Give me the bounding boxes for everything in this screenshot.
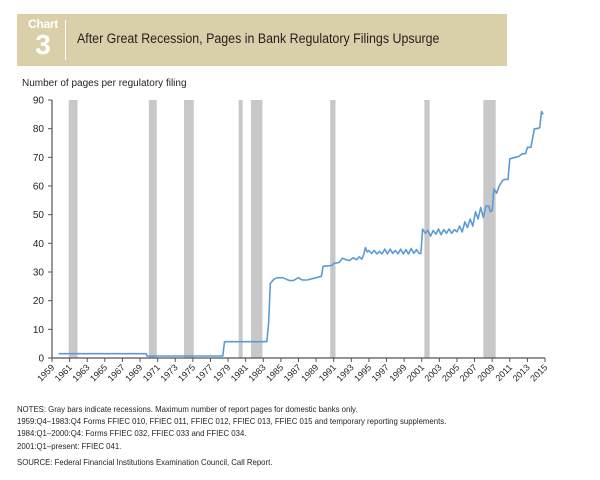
y-tick-label: 80: [33, 124, 45, 135]
x-tick-label: 1965: [88, 362, 109, 383]
y-tick-label: 40: [33, 239, 45, 250]
notes-line-4: 2001:Q1–present: FFIEC 041.: [17, 440, 122, 451]
x-tick-label: 1981: [229, 362, 250, 383]
x-tick-label: 1961: [53, 362, 74, 383]
recession-bar: [148, 100, 157, 358]
x-tick-label: 2009: [475, 362, 496, 383]
x-tick-label: 2011: [493, 362, 514, 383]
x-tick-label: 1963: [70, 362, 91, 383]
x-tick-label: 1997: [370, 362, 391, 383]
chart-header: Chart 3 After Great Recession, Pages in …: [17, 14, 507, 66]
x-tick-label: 1971: [141, 362, 162, 383]
x-tick-label: 1973: [158, 362, 179, 383]
axes: [48, 99, 546, 362]
recession-bar: [238, 100, 243, 358]
y-tick-label: 70: [33, 153, 45, 164]
y-tick-label: 20: [33, 296, 45, 307]
x-tick-label: 1985: [264, 362, 285, 383]
x-tick-label: 1999: [387, 362, 408, 383]
x-tick-label: 2013: [511, 362, 532, 383]
chart-number: 3: [35, 29, 51, 60]
recession-bars: [68, 100, 496, 358]
x-tick-label: 1977: [194, 362, 215, 383]
x-tick-labels: 1959196119631965196719691971197319751977…: [35, 362, 549, 383]
x-tick-label: 2007: [458, 362, 479, 383]
series-lines: [58, 110, 544, 357]
y-axis-label: Number of pages per regulatory filing: [22, 78, 187, 89]
x-tick-label: 1991: [317, 362, 338, 383]
recession-bar: [184, 100, 194, 358]
y-tick-label: 60: [33, 182, 45, 193]
chart-label: Chart: [28, 17, 58, 31]
x-tick-label: 1989: [299, 362, 320, 383]
x-tick-label: 2015: [528, 362, 549, 383]
y-tick-label: 30: [33, 268, 45, 279]
series-line: [58, 110, 544, 357]
x-tick-label: 1959: [35, 362, 56, 383]
x-tick-label: 1969: [123, 362, 144, 383]
x-tick-label: 2005: [440, 362, 461, 383]
x-tick-label: 1983: [246, 362, 267, 383]
x-tick-label: 1979: [211, 362, 232, 383]
y-tick-label: 0: [38, 354, 44, 365]
x-tick-label: 1967: [106, 362, 127, 383]
x-tick-label: 2001: [405, 362, 426, 383]
chart-notes: NOTES: Gray bars indicate recessions. Ma…: [17, 403, 446, 468]
recession-bar: [68, 100, 78, 358]
x-tick-label: 1995: [352, 362, 373, 383]
source-note: SOURCE: Federal Financial Institutions E…: [17, 456, 273, 467]
notes-line-2: 1959:Q4–1983:Q4 Forms FFIEC 010, FFIEC 0…: [17, 416, 447, 427]
recession-bar: [424, 100, 430, 358]
notes-line-1: NOTES: Gray bars indicate recessions. Ma…: [17, 404, 358, 414]
x-tick-label: 1975: [176, 362, 197, 383]
recession-bar: [483, 100, 496, 358]
y-tick-label: 90: [33, 96, 45, 107]
chart-title: After Great Recession, Pages in Bank Reg…: [77, 31, 440, 46]
recession-bar: [250, 100, 263, 358]
y-tick-label: 50: [33, 210, 45, 221]
header-divider: [65, 20, 66, 60]
recession-bar: [330, 100, 336, 358]
notes-line-3: 1984:Q1–2000:Q4: Forms FFIEC 032, FFIEC …: [17, 428, 247, 439]
y-tick-labels: 0 10 20 30 40 50 60 70 80 90: [33, 96, 45, 365]
y-tick-label: 10: [33, 325, 45, 336]
x-tick-label: 1987: [282, 362, 303, 383]
x-tick-label: 2003: [423, 362, 444, 383]
x-tick-label: 1993: [335, 362, 356, 383]
